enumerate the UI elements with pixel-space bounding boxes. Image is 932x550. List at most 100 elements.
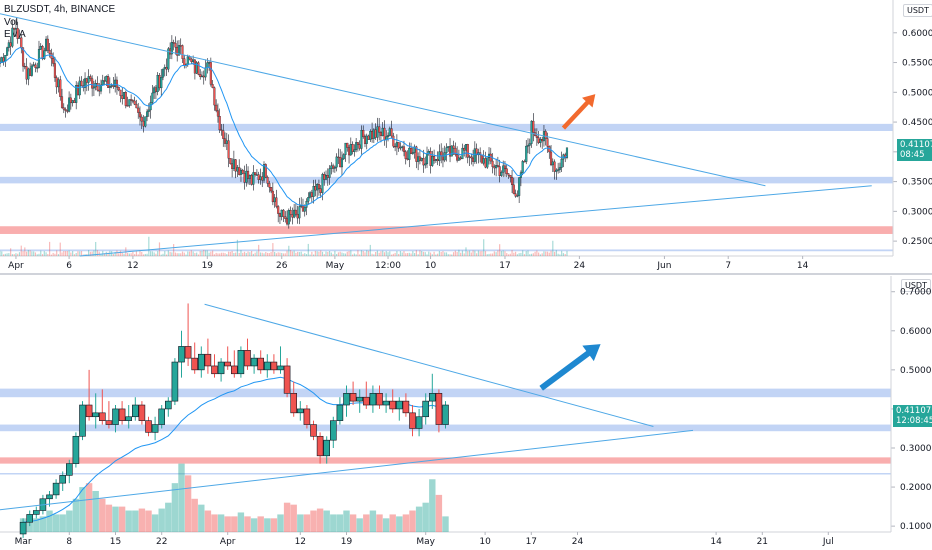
currency-unit-bottom[interactable]: USDT	[901, 279, 931, 292]
candle-body	[85, 78, 88, 83]
volume-bar	[419, 250, 421, 256]
volume-bar	[99, 498, 106, 532]
candle-body	[526, 145, 530, 147]
candle-body	[307, 197, 310, 202]
candle-body	[369, 131, 372, 140]
volume-bar	[550, 250, 552, 256]
volume-bar	[325, 251, 327, 256]
volume-bar	[206, 250, 208, 256]
volume-bar	[392, 253, 394, 256]
volume-bar	[95, 241, 97, 256]
volume-bar	[72, 251, 74, 256]
candle-body	[105, 420, 113, 425]
volume-bar	[318, 251, 320, 256]
candle-body	[518, 177, 521, 196]
candle-body	[165, 67, 168, 70]
bottom-candle-series	[19, 303, 449, 538]
volume-bar	[249, 252, 251, 256]
volume-bar	[222, 252, 224, 256]
candle-body	[26, 514, 34, 523]
volume-bar	[183, 252, 185, 256]
volume-bar	[313, 254, 315, 256]
volume-bar	[40, 250, 42, 256]
volume-bar	[66, 510, 73, 532]
bottom-chart-panel[interactable]: 0.700000.600000.500000.400000.300000.200…	[0, 276, 932, 547]
volume-bar	[54, 253, 56, 256]
volume-bar	[506, 253, 508, 256]
candle-body	[491, 160, 494, 167]
candle-body	[76, 85, 80, 96]
volume-bar	[103, 253, 106, 256]
candle-body	[328, 168, 331, 178]
candle-body	[170, 42, 173, 55]
candle-body	[406, 158, 409, 160]
volume-bar	[552, 240, 554, 256]
candle-body	[165, 400, 172, 410]
volume-bar	[160, 254, 162, 256]
candle-body	[261, 176, 264, 181]
volume-bar	[89, 251, 91, 256]
top-chart-panel[interactable]: 0.600000.550000.500000.450000.400000.350…	[0, 0, 932, 271]
candle-body	[237, 350, 245, 375]
volume-bar	[11, 254, 14, 256]
volume-bar	[4, 253, 6, 256]
volume-bar	[112, 506, 119, 532]
currency-unit-top[interactable]: USDT	[903, 4, 932, 17]
volume-bar	[57, 254, 60, 256]
candle-body	[151, 424, 159, 433]
volume-bar	[43, 251, 45, 256]
volume-bar	[79, 487, 86, 532]
candle-body	[379, 132, 382, 136]
candle-body	[410, 147, 413, 154]
volume-bar	[320, 250, 322, 256]
candle-body	[137, 107, 140, 113]
candle-body	[32, 64, 35, 67]
volume-bar	[135, 251, 138, 256]
candle-body	[428, 393, 436, 402]
indicator-vol-label[interactable]: Vol	[4, 17, 18, 28]
candle-body	[424, 163, 427, 166]
candle-body	[145, 420, 152, 433]
volume-bar	[201, 250, 203, 256]
candle-body	[138, 404, 146, 421]
candle-body	[459, 157, 462, 160]
price-badge-top-time: 08:45	[900, 150, 925, 160]
volume-bar	[153, 252, 155, 256]
candle-body	[323, 174, 326, 180]
candle-body	[420, 157, 423, 161]
volume-bar	[270, 518, 278, 532]
volume-bar	[382, 250, 384, 256]
candle-body	[125, 416, 132, 421]
candle-body	[198, 353, 205, 371]
volume-bar	[415, 506, 423, 532]
candle-body	[232, 159, 235, 169]
volume-bar	[243, 251, 246, 256]
volume-bar	[426, 254, 428, 256]
x-tick-label: 24	[572, 537, 584, 547]
candle-body	[347, 147, 351, 156]
x-tick-label: Jun	[656, 261, 671, 271]
candle-body	[516, 195, 519, 197]
volume-bar	[169, 251, 171, 256]
volume-bar	[18, 252, 21, 256]
candle-body	[555, 169, 558, 172]
candle-body	[503, 165, 507, 169]
candle-body	[464, 144, 468, 151]
candle-body	[34, 64, 37, 68]
volume-bar	[376, 514, 383, 532]
volume-bar	[66, 250, 68, 256]
candle-body	[319, 188, 322, 193]
candle-body	[64, 109, 67, 111]
volume-bar	[461, 250, 464, 256]
candle-body	[440, 151, 443, 156]
volume-bar	[529, 254, 531, 256]
candle-body	[89, 76, 92, 79]
volume-bar	[527, 250, 529, 256]
volume-bar	[112, 254, 114, 256]
indicator-ema-label[interactable]: EMA	[4, 29, 26, 40]
volume-bar	[349, 514, 357, 532]
candle-body	[468, 156, 471, 158]
volume-bar	[525, 251, 527, 256]
candle-body	[72, 435, 80, 464]
